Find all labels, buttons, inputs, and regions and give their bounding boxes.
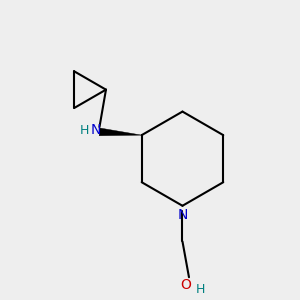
Text: N: N [91, 123, 101, 137]
Polygon shape [99, 128, 142, 136]
Text: N: N [177, 208, 188, 222]
Text: H: H [80, 124, 89, 137]
Text: O: O [180, 278, 191, 292]
Text: H: H [196, 283, 205, 296]
